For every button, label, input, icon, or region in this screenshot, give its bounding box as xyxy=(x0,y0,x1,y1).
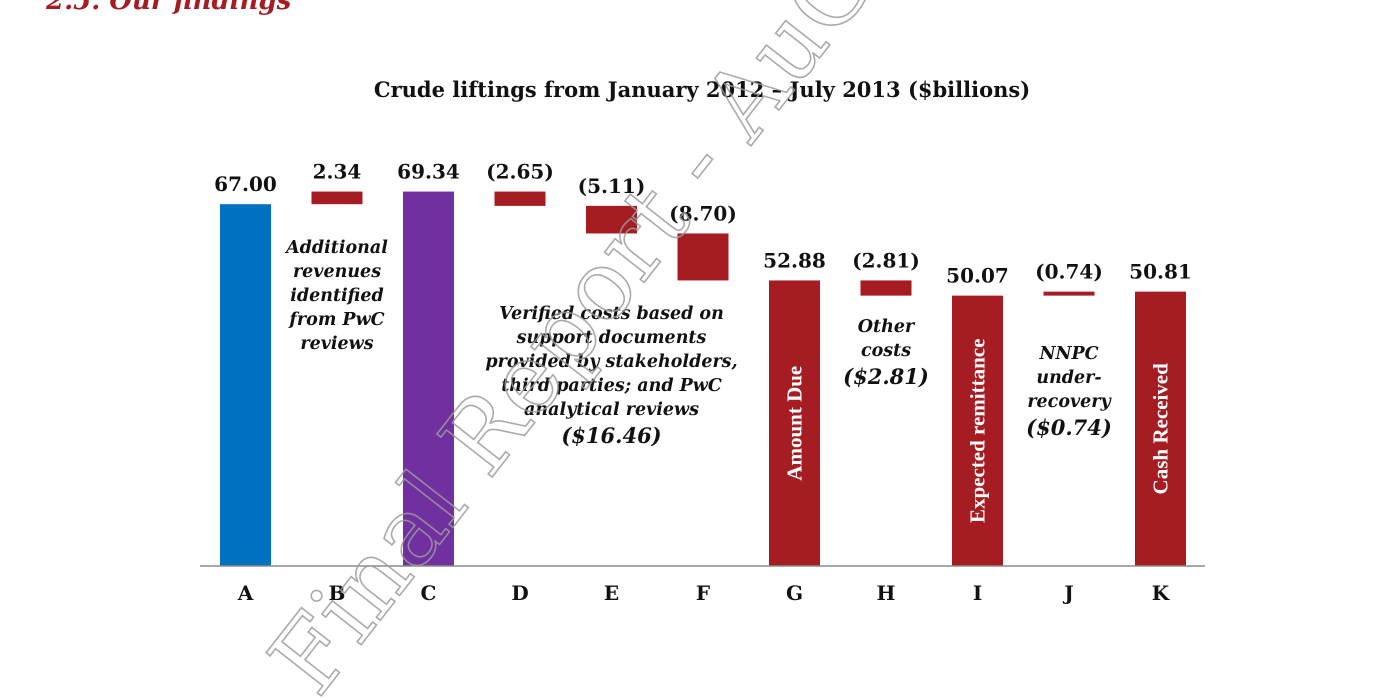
bar-e xyxy=(586,205,637,234)
x-tick-e: E xyxy=(604,581,619,605)
annotation-line: third parties; and PwC xyxy=(501,376,722,396)
x-tick-b: B xyxy=(329,581,346,605)
annotation-line: analytical reviews xyxy=(524,400,699,420)
bar-i xyxy=(952,295,1003,566)
bar-b xyxy=(311,191,363,205)
annotation-line: from PwC xyxy=(287,310,384,330)
annotations-layer: Additional revenues identified from PwC revi… xyxy=(284,238,1112,448)
bars-layer: 67.00 2.34 69.34 (2.65) (5.11) (8.70) 52.88 Amo… xyxy=(214,160,1192,566)
annotation-amount: ($0.74) xyxy=(1026,415,1112,440)
data-label-a: 67.00 xyxy=(214,172,277,196)
bar-inner-label-i: Expected remittance xyxy=(966,339,990,523)
data-label-b: 2.34 xyxy=(313,160,362,184)
annotation-line: provided by stakeholders, xyxy=(485,352,737,372)
x-tick-i: I xyxy=(973,581,982,605)
section-heading: 2.5. Our findings xyxy=(46,0,292,16)
annotation-line: Other xyxy=(858,317,916,337)
data-label-e: (5.11) xyxy=(578,174,646,198)
data-label-c: 69.34 xyxy=(397,160,460,184)
data-label-j: (0.74) xyxy=(1035,260,1103,284)
ticks-layer: A B C D E F G H I J K xyxy=(237,581,1170,605)
bar-a xyxy=(220,204,271,566)
x-tick-d: D xyxy=(511,581,528,605)
x-tick-j: J xyxy=(1062,581,1073,605)
bar-h xyxy=(860,280,912,296)
x-tick-f: F xyxy=(696,581,710,605)
data-label-g: 52.88 xyxy=(763,248,826,272)
annotation-b: Additional revenues identified from PwC revi… xyxy=(284,238,388,354)
x-tick-a: A xyxy=(237,581,254,605)
x-tick-h: H xyxy=(877,581,896,605)
bar-c xyxy=(403,191,454,566)
annotation-amount: ($2.81) xyxy=(843,364,929,389)
data-label-h: (2.81) xyxy=(852,248,920,272)
bar-d xyxy=(494,191,546,206)
annotation-line: identified xyxy=(290,286,384,306)
annotation-amount: ($16.46) xyxy=(561,423,661,448)
annotation-line: revenues xyxy=(293,262,381,282)
data-label-i: 50.07 xyxy=(946,264,1009,288)
annotation-line: costs xyxy=(861,341,911,361)
data-label-k: 50.81 xyxy=(1129,260,1192,284)
data-label-f: (8.70) xyxy=(669,201,737,225)
x-tick-g: G xyxy=(786,581,803,605)
annotation-line: Additional xyxy=(284,238,388,258)
annotation-line: under- xyxy=(1036,368,1101,388)
x-tick-k: K xyxy=(1152,581,1170,605)
bar-inner-label-g: Amount Due xyxy=(783,366,807,481)
annotation-e: Verified costs based on support documents… xyxy=(485,304,737,448)
bar-j xyxy=(1043,291,1095,296)
annotation-line: NNPC xyxy=(1038,344,1098,364)
chart-title: Crude liftings from January 2012 – July … xyxy=(374,77,1030,102)
annotation-line: recovery xyxy=(1027,392,1112,412)
bar-g xyxy=(769,280,820,566)
annotation-j: NNPC under-recovery ($0.74) xyxy=(1026,344,1112,440)
annotation-line: support documents xyxy=(516,328,707,348)
annotation-h: Other costs ($2.81) xyxy=(843,317,929,389)
data-label-d: (2.65) xyxy=(486,160,554,184)
x-tick-c: C xyxy=(421,581,437,605)
annotation-line: Verified costs based on xyxy=(499,304,724,324)
bar-inner-label-k: Cash Received xyxy=(1149,363,1173,495)
bar-k xyxy=(1135,291,1186,566)
annotation-line: reviews xyxy=(300,334,373,354)
bar-f xyxy=(677,233,729,281)
